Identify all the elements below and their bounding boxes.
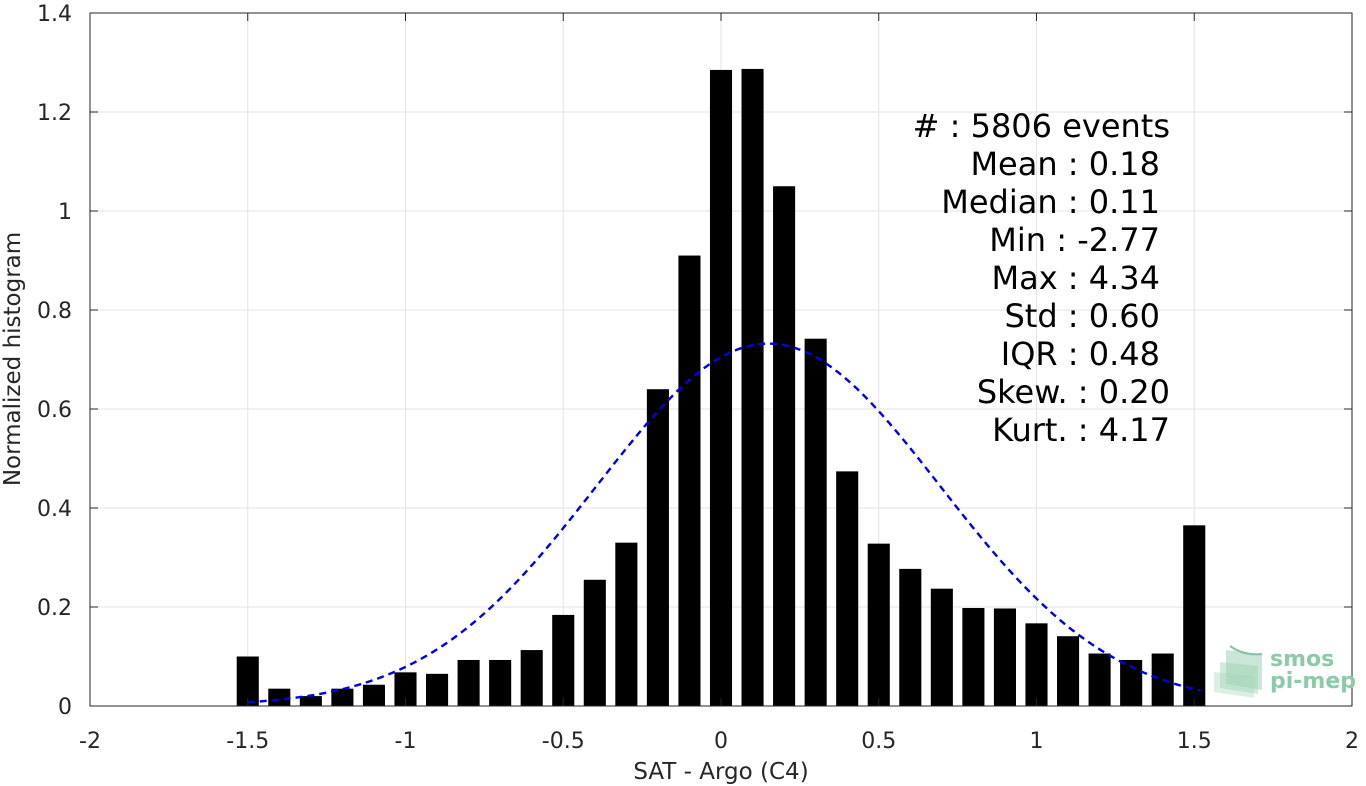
histogram-bar xyxy=(741,68,764,706)
histogram-bar xyxy=(678,255,701,707)
x-axis-label: SAT - Argo (C4) xyxy=(633,759,808,785)
stat-mean: Mean : 0.18 xyxy=(970,145,1160,183)
y-axis-ticks: 0 0.2 0.4 0.6 0.8 1 1.2 1.4 xyxy=(37,2,1352,720)
histogram-bar xyxy=(489,659,512,706)
histogram-bar xyxy=(583,579,606,706)
stat-kurt: Kurt. : 4.17 xyxy=(992,411,1170,449)
logo-line1: smos xyxy=(1270,647,1334,672)
histogram-bar xyxy=(1120,659,1143,706)
histogram-bar xyxy=(709,69,733,707)
x-tick-label: -2 xyxy=(79,729,101,754)
stat-min: Min : -2.77 xyxy=(989,221,1160,259)
x-axis-ticks: -2 -1.5 -1 -0.5 0 0.5 1 1.5 2 xyxy=(79,13,1359,754)
histogram-bar xyxy=(867,543,890,706)
x-tick-label: -1.5 xyxy=(226,729,269,754)
x-tick-label: 1 xyxy=(1030,729,1044,754)
stats-box: # : 5806 events Mean : 0.18 Median : 0.1… xyxy=(913,107,1170,449)
x-tick-label: 0 xyxy=(714,729,728,754)
x-tick-label: 0.5 xyxy=(861,729,896,754)
histogram-bar xyxy=(773,186,796,706)
stat-std: Std : 0.60 xyxy=(1004,297,1160,335)
logo-waves-icon xyxy=(1214,645,1263,698)
histogram-bar xyxy=(331,688,354,706)
y-tick-label: 1 xyxy=(58,200,72,225)
histogram-bar xyxy=(457,659,480,706)
x-tick-label: 2 xyxy=(1345,729,1359,754)
y-tick-label: 0.4 xyxy=(37,497,72,522)
x-tick-label: -0.5 xyxy=(542,729,585,754)
histogram-bar xyxy=(836,471,859,706)
histogram-bar xyxy=(899,568,922,706)
histogram-bar xyxy=(804,338,827,706)
stat-max: Max : 4.34 xyxy=(991,259,1160,297)
y-tick-label: 0.2 xyxy=(37,596,72,621)
y-tick-label: 1.4 xyxy=(37,2,72,27)
histogram-bar xyxy=(362,684,385,706)
x-tick-label: -1 xyxy=(395,729,417,754)
logo-line2: pi-mep xyxy=(1270,669,1356,694)
histogram-bar xyxy=(1025,623,1048,706)
histogram-bar xyxy=(394,672,417,706)
histogram-bar xyxy=(962,607,985,706)
histogram-bar xyxy=(236,656,259,706)
stat-events: # : 5806 events xyxy=(913,107,1170,145)
histogram-bar xyxy=(930,588,953,706)
histogram-bar xyxy=(1088,653,1111,706)
smos-pimep-logo: smos pi-mep xyxy=(1214,645,1356,698)
histogram-bar xyxy=(646,389,669,706)
histogram-bar xyxy=(520,650,543,706)
histogram-bars xyxy=(236,68,1206,707)
x-tick-label: 1.5 xyxy=(1177,729,1212,754)
histogram-bar xyxy=(299,696,322,706)
histogram-bar xyxy=(268,688,291,706)
histogram-bar xyxy=(426,673,449,706)
y-tick-label: 0.8 xyxy=(37,299,72,324)
stat-skew: Skew. : 0.20 xyxy=(977,373,1170,411)
stat-median: Median : 0.11 xyxy=(941,183,1160,221)
y-tick-label: 0 xyxy=(58,695,72,720)
histogram-bar xyxy=(552,614,575,706)
y-tick-label: 0.6 xyxy=(37,398,72,423)
histogram-bar xyxy=(615,542,638,706)
stat-iqr: IQR : 0.48 xyxy=(1001,335,1160,373)
histogram-bar xyxy=(1151,653,1174,706)
gaussian-fit-curve xyxy=(247,342,1201,704)
y-tick-label: 1.2 xyxy=(37,101,72,126)
y-axis-label: Normalized histogram xyxy=(0,232,26,486)
histogram-bar xyxy=(993,608,1016,706)
histogram-bar xyxy=(1057,636,1080,706)
histogram-bar xyxy=(1183,525,1206,706)
